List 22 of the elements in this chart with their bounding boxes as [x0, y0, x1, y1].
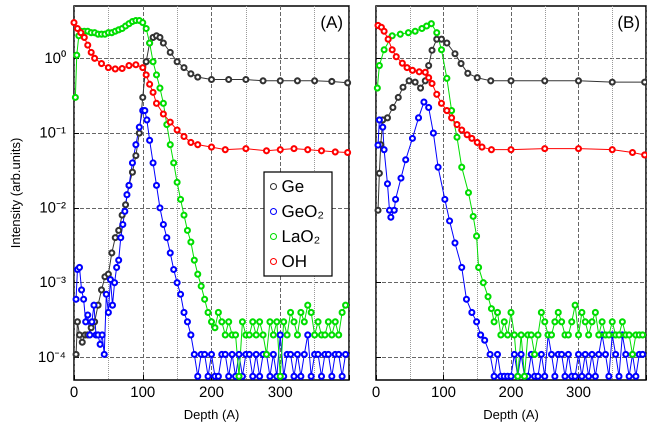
y-tick-label: 10⁻³ — [39, 274, 66, 292]
x-tick-label: 300 — [268, 384, 293, 401]
y-axis-title: Intensity (arb.units) — [8, 138, 23, 248]
x-tick-label: 200 — [498, 384, 524, 401]
x-tick-label: 300 — [566, 384, 592, 401]
x-tick-label: 0 — [372, 384, 380, 401]
legend-label: LaO₂ — [282, 227, 320, 246]
x-axis-title: Depth (A) — [184, 407, 240, 422]
y-tick-label: 10⁻² — [39, 199, 66, 216]
legend-label: Ge — [282, 177, 304, 196]
y-tick-label: 10⁻⁴ — [38, 348, 66, 366]
x-axis-title: Depth (A) — [483, 407, 539, 422]
y-tick-label: 10⁻¹ — [39, 124, 66, 142]
y-tick-label: 10⁰ — [44, 50, 66, 67]
legend-label: GeO₂ — [282, 202, 324, 221]
annotation: (B) — [617, 13, 640, 32]
legend-label: OH — [282, 252, 307, 271]
annotation: (A) — [320, 13, 344, 32]
x-tick-label: 0 — [70, 384, 78, 401]
x-tick-label: 200 — [198, 384, 224, 401]
x-tick-label: 100 — [130, 384, 156, 401]
x-tick-label: 100 — [430, 384, 456, 401]
